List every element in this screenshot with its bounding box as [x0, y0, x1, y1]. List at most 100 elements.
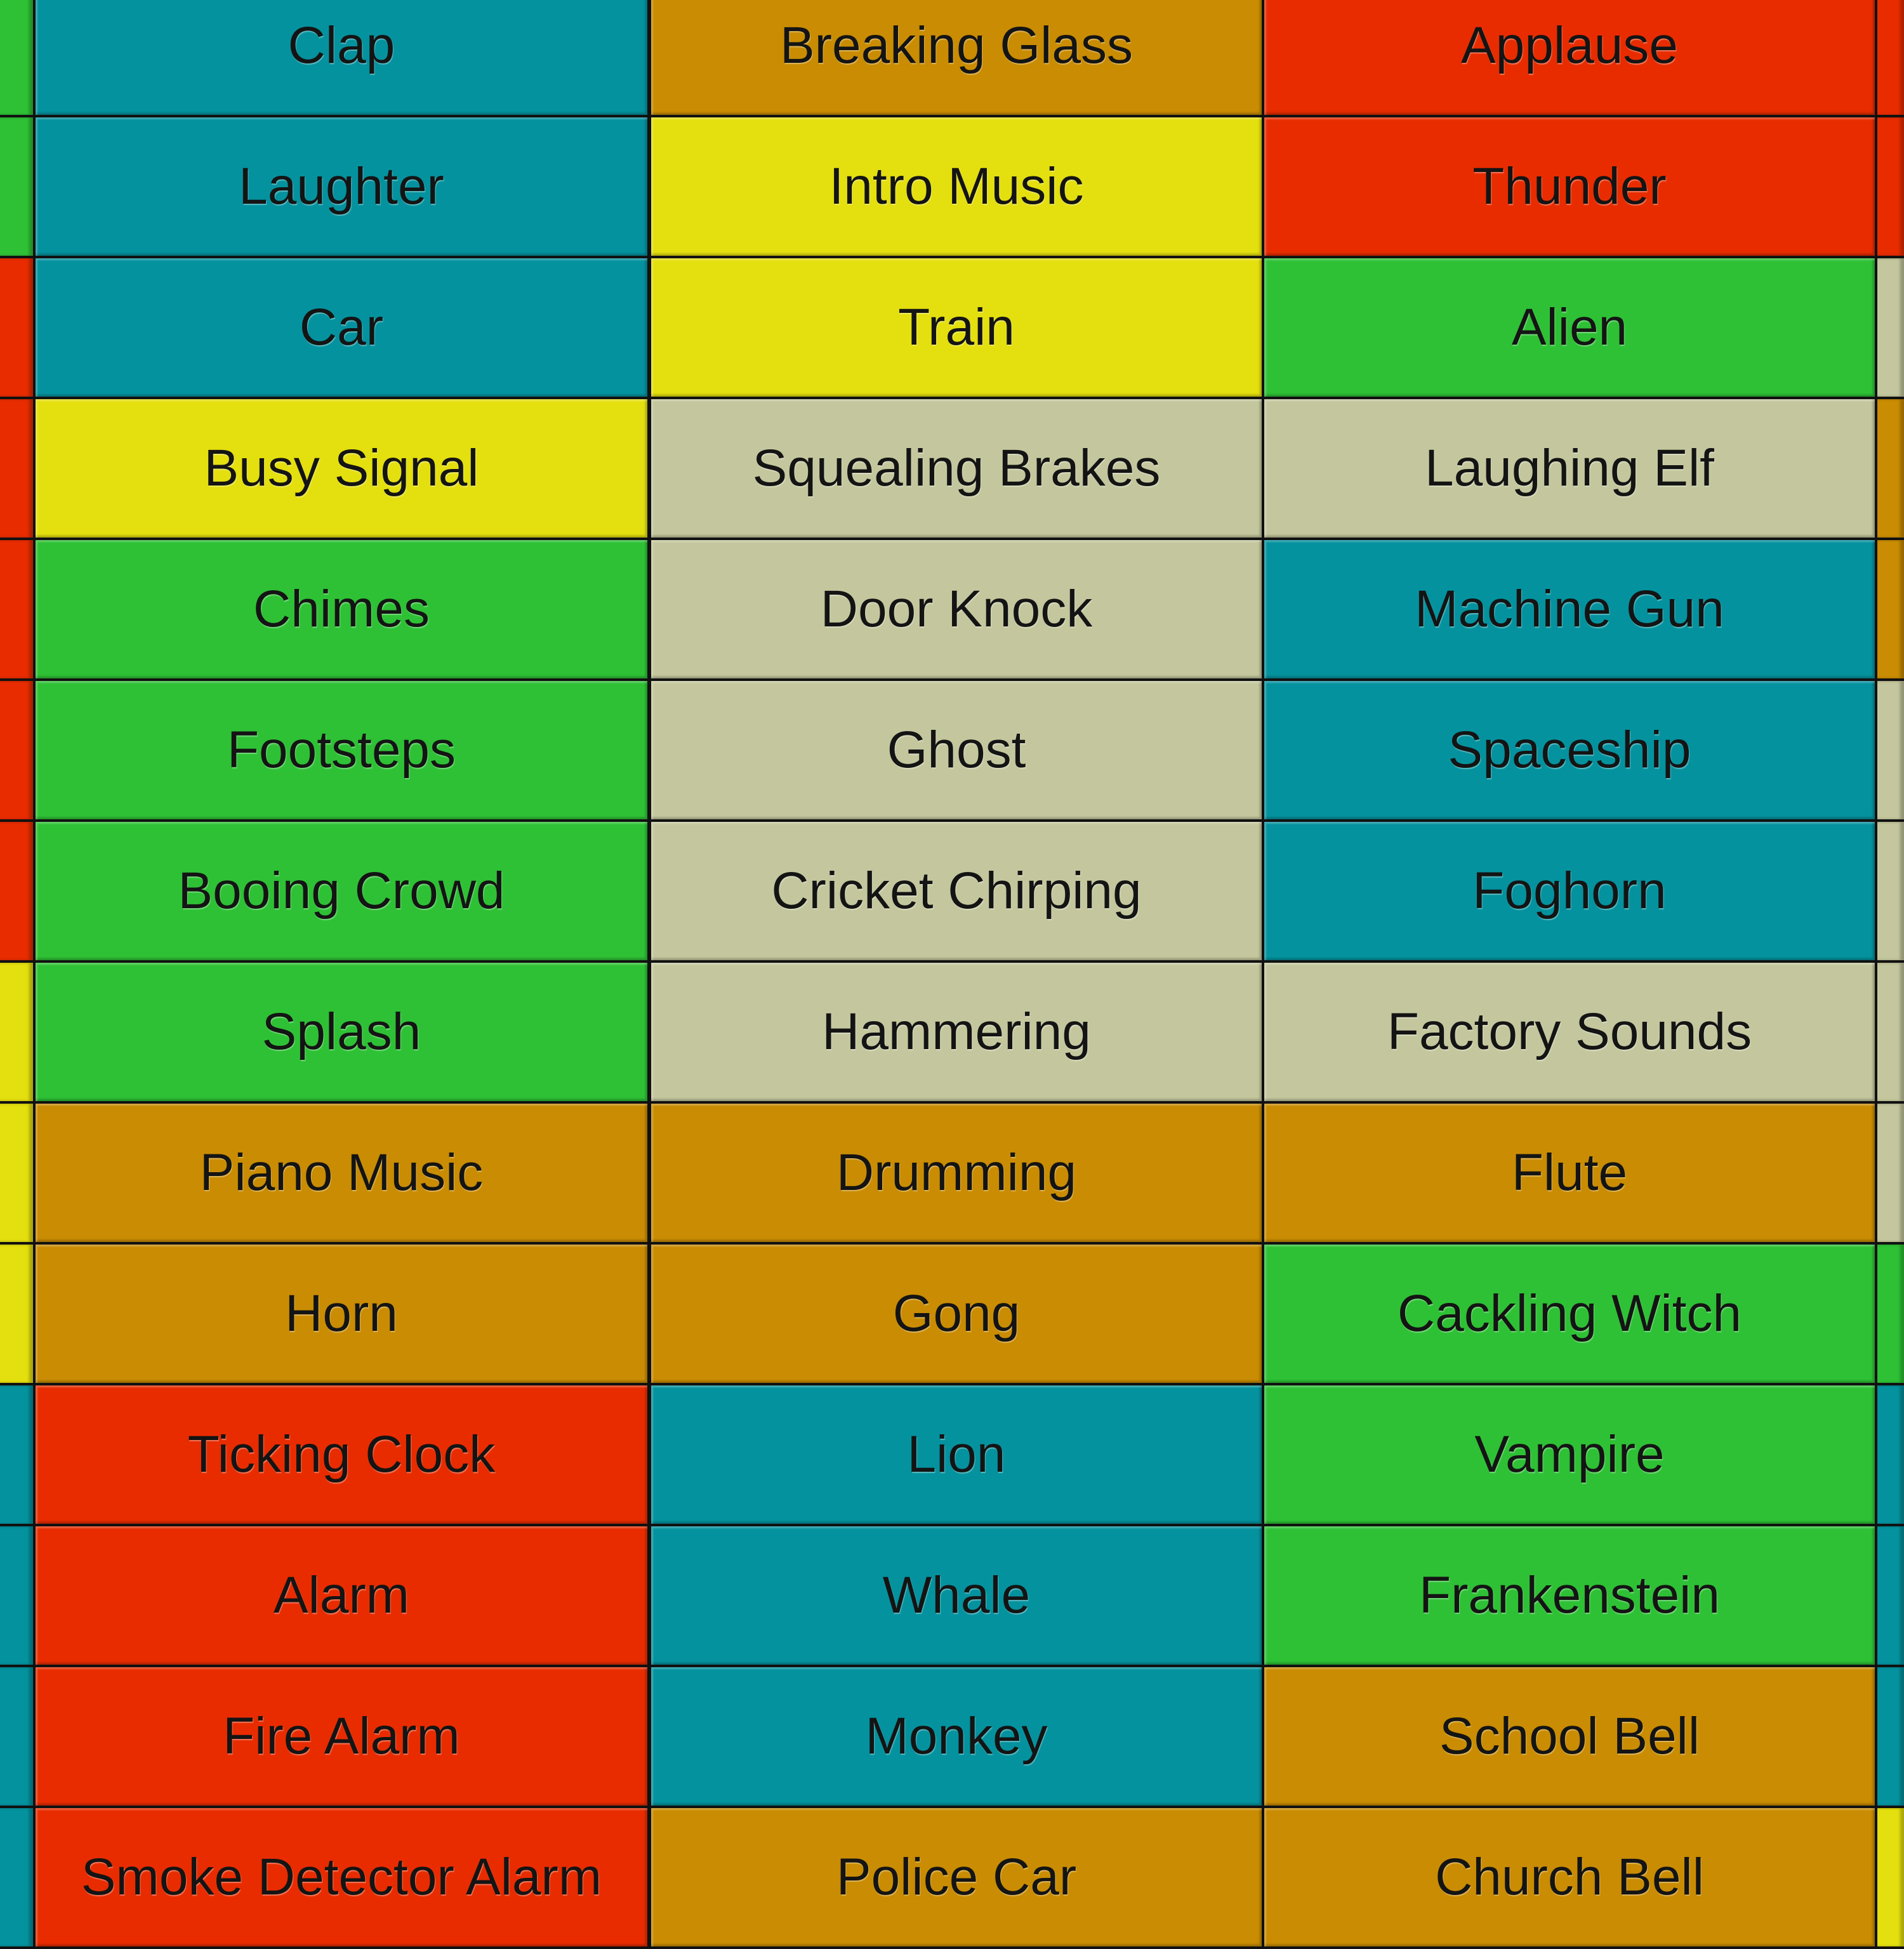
sound-button-label: Machine Gun	[1415, 580, 1724, 638]
sound-button[interactable]: Cackling Witch	[1264, 1245, 1875, 1383]
left-partial-button[interactable]	[0, 681, 33, 819]
sound-button[interactable]: Busy Signal	[36, 399, 647, 538]
right-partial-button[interactable]	[1877, 1667, 1904, 1806]
sound-button[interactable]: Car	[36, 258, 647, 397]
sound-button[interactable]: Hammering	[651, 963, 1262, 1101]
sound-button-label: Applause	[1461, 17, 1678, 74]
sound-button[interactable]: Machine Gun	[1264, 540, 1875, 678]
sound-button[interactable]: Monkey	[651, 1667, 1262, 1806]
left-partial-button[interactable]	[0, 1104, 33, 1242]
sound-button[interactable]: Intro Music	[651, 117, 1262, 256]
sound-button[interactable]: Horn	[36, 1245, 647, 1383]
right-partial-button[interactable]	[1877, 258, 1904, 397]
sound-button[interactable]: Lion	[651, 1385, 1262, 1524]
left-partial-button[interactable]	[0, 1808, 33, 1946]
sound-button[interactable]: Chimes	[36, 540, 647, 678]
sound-button-label: Door Knock	[820, 580, 1093, 638]
sound-button[interactable]: Cricket Chirping	[651, 822, 1262, 960]
sound-button-label: Hammering	[822, 1003, 1091, 1060]
right-partial-button[interactable]	[1877, 540, 1904, 678]
sound-button[interactable]: Ticking Clock	[36, 1385, 647, 1524]
sound-button-label: Breaking Glass	[779, 17, 1134, 74]
left-partial-button[interactable]	[0, 0, 33, 115]
sound-button-label: Lion	[907, 1425, 1006, 1483]
left-partial-button[interactable]	[0, 1667, 33, 1806]
sound-button[interactable]: Booing Crowd	[36, 822, 647, 960]
sound-row: Alarm Whale Frankenstein	[0, 1526, 1904, 1667]
right-partial-button[interactable]	[1877, 1385, 1904, 1524]
sound-button-label: Splash	[261, 1003, 421, 1060]
right-partial-button[interactable]	[1877, 117, 1904, 256]
sound-button-label: Smoke Detector Alarm	[81, 1848, 602, 1906]
right-partial-button[interactable]	[1877, 1526, 1904, 1665]
sound-button-label: Whale	[882, 1566, 1031, 1624]
sound-button[interactable]: Gong	[651, 1245, 1262, 1383]
sound-button-label: Clap	[288, 17, 395, 74]
sound-button[interactable]: Smoke Detector Alarm	[36, 1808, 647, 1946]
left-partial-button[interactable]	[0, 399, 33, 538]
right-partial-button[interactable]	[1877, 1808, 1904, 1946]
sound-button[interactable]: Alien	[1264, 258, 1875, 397]
left-partial-button[interactable]	[0, 1245, 33, 1383]
right-partial-button[interactable]	[1877, 1245, 1904, 1383]
sound-button-label: Laughter	[239, 157, 444, 215]
sound-row: Laughter Intro Music Thunder	[0, 117, 1904, 258]
sound-row: Busy Signal Squealing Brakes Laughing Elf	[0, 399, 1904, 540]
sound-button-label: Car	[299, 298, 384, 356]
sound-button-label: Ghost	[887, 721, 1026, 779]
sound-button-label: Squealing Brakes	[752, 439, 1161, 497]
sound-button[interactable]: Door Knock	[651, 540, 1262, 678]
right-partial-button[interactable]	[1877, 1104, 1904, 1242]
left-partial-button[interactable]	[0, 117, 33, 256]
right-partial-button[interactable]	[1877, 399, 1904, 538]
right-partial-button[interactable]	[1877, 822, 1904, 960]
left-partial-button[interactable]	[0, 963, 33, 1101]
sound-button[interactable]: Flute	[1264, 1104, 1875, 1242]
sound-button[interactable]: Piano Music	[36, 1104, 647, 1242]
sound-button[interactable]: Ghost	[651, 681, 1262, 819]
sound-button-label: Police Car	[836, 1848, 1077, 1906]
sound-button[interactable]: Applause	[1264, 0, 1875, 115]
sound-button[interactable]: Vampire	[1264, 1385, 1875, 1524]
sound-button-label: Busy Signal	[204, 439, 479, 497]
left-partial-button[interactable]	[0, 1526, 33, 1665]
right-partial-button[interactable]	[1877, 963, 1904, 1101]
sound-button[interactable]: Factory Sounds	[1264, 963, 1875, 1101]
sound-button[interactable]: Breaking Glass	[651, 0, 1262, 115]
sound-row: Smoke Detector Alarm Police Car Church Bel…	[0, 1808, 1904, 1949]
sound-button[interactable]: Clap	[36, 0, 647, 115]
sound-button[interactable]: Foghorn	[1264, 822, 1875, 960]
sound-button[interactable]: Footsteps	[36, 681, 647, 819]
sound-row: Booing Crowd Cricket Chirping Foghorn	[0, 822, 1904, 963]
sound-row: Clap Breaking Glass Applause	[0, 0, 1904, 117]
sound-button-label: Monkey	[865, 1707, 1048, 1765]
sound-button-label: Drumming	[836, 1144, 1077, 1201]
sound-button[interactable]: Drumming	[651, 1104, 1262, 1242]
sound-row: Ticking Clock Lion Vampire	[0, 1385, 1904, 1526]
sound-button-label: Train	[898, 298, 1015, 356]
sound-row: Splash Hammering Factory Sounds	[0, 963, 1904, 1104]
sound-button-label: Footsteps	[227, 721, 456, 779]
sound-button[interactable]: Laughing Elf	[1264, 399, 1875, 538]
sound-button[interactable]: Laughter	[36, 117, 647, 256]
left-partial-button[interactable]	[0, 540, 33, 678]
sound-button-label: Horn	[285, 1285, 398, 1342]
sound-button[interactable]: Thunder	[1264, 117, 1875, 256]
left-partial-button[interactable]	[0, 822, 33, 960]
sound-button[interactable]: Whale	[651, 1526, 1262, 1665]
sound-button[interactable]: Fire Alarm	[36, 1667, 647, 1806]
left-partial-button[interactable]	[0, 1385, 33, 1524]
right-partial-button[interactable]	[1877, 0, 1904, 115]
sound-button[interactable]: Frankenstein	[1264, 1526, 1875, 1665]
sound-button[interactable]: Splash	[36, 963, 647, 1101]
right-partial-button[interactable]	[1877, 681, 1904, 819]
left-partial-button[interactable]	[0, 258, 33, 397]
sound-button[interactable]: Train	[651, 258, 1262, 397]
sound-button[interactable]: Police Car	[651, 1808, 1262, 1946]
sound-button[interactable]: School Bell	[1264, 1667, 1875, 1806]
sound-button[interactable]: Church Bell	[1264, 1808, 1875, 1946]
sound-button[interactable]: Squealing Brakes	[651, 399, 1262, 538]
sound-button[interactable]: Alarm	[36, 1526, 647, 1665]
sound-row: Horn Gong Cackling Witch	[0, 1245, 1904, 1385]
sound-button[interactable]: Spaceship	[1264, 681, 1875, 819]
